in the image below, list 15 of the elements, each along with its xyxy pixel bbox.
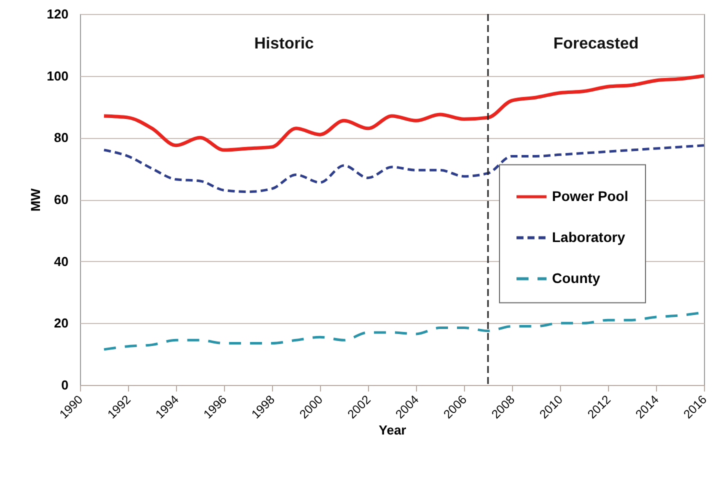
- y-tick-label: 80: [54, 130, 68, 146]
- y-tick-label: 60: [54, 192, 68, 207]
- y-tick-label: 20: [54, 316, 68, 331]
- y-tick-label: 40: [54, 254, 68, 269]
- y-axis-title: MW: [28, 188, 43, 212]
- annotation: Historic: [254, 36, 314, 53]
- y-tick-label: 0: [61, 378, 68, 392]
- legend-label: Power Pool: [552, 188, 628, 204]
- annotation: Forecasted: [553, 36, 639, 53]
- legend-label: County: [552, 270, 600, 286]
- line-series: [102, 74, 706, 152]
- y-tick-label: 120: [46, 6, 68, 22]
- y-tick-label: 100: [46, 68, 68, 84]
- x-axis-title: Year: [378, 422, 406, 438]
- legend-label: Laboratory: [552, 228, 626, 245]
